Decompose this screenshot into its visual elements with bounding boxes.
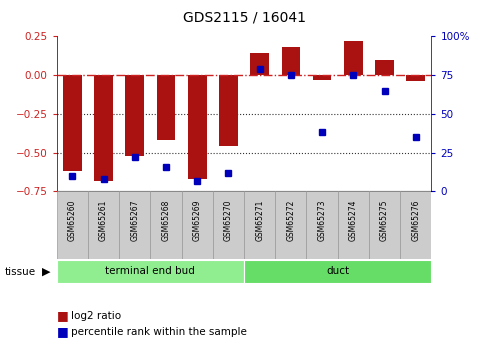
Bar [244, 260, 431, 283]
Text: ■: ■ [57, 309, 69, 322]
Text: GSM65261: GSM65261 [99, 199, 108, 241]
Text: GSM65276: GSM65276 [411, 199, 420, 241]
Bar [88, 191, 119, 259]
Text: GSM65270: GSM65270 [224, 199, 233, 241]
Text: GSM65269: GSM65269 [193, 199, 202, 241]
Bar [275, 191, 307, 259]
Bar [157, 75, 176, 140]
Bar [406, 75, 425, 81]
Text: GSM65268: GSM65268 [162, 199, 171, 241]
Bar [63, 75, 82, 171]
Bar [307, 191, 338, 259]
Bar [57, 260, 244, 283]
Bar [213, 191, 244, 259]
Bar [244, 191, 275, 259]
Text: log2 ratio: log2 ratio [71, 311, 122, 321]
Bar [57, 191, 88, 259]
Bar [313, 75, 331, 80]
Bar [119, 191, 150, 259]
Bar [188, 75, 207, 179]
Text: GSM65272: GSM65272 [286, 199, 295, 241]
Bar [344, 41, 363, 75]
Bar [125, 75, 144, 156]
Bar [338, 191, 369, 259]
Text: GSM65260: GSM65260 [68, 199, 77, 241]
Text: GDS2115 / 16041: GDS2115 / 16041 [182, 10, 306, 24]
Text: GSM65267: GSM65267 [130, 199, 139, 241]
Bar [219, 75, 238, 146]
Text: duct: duct [326, 266, 349, 276]
Text: tissue: tissue [5, 267, 36, 277]
Bar [181, 191, 213, 259]
Bar [369, 191, 400, 259]
Bar [150, 191, 181, 259]
Bar [94, 75, 113, 181]
Bar [400, 191, 431, 259]
Text: GSM65274: GSM65274 [349, 199, 358, 241]
Bar [250, 53, 269, 75]
Text: percentile rank within the sample: percentile rank within the sample [71, 327, 247, 337]
Text: GSM65271: GSM65271 [255, 199, 264, 241]
Bar [375, 59, 394, 75]
Text: ■: ■ [57, 325, 69, 338]
Text: terminal end bud: terminal end bud [106, 266, 195, 276]
Text: GSM65273: GSM65273 [317, 199, 326, 241]
Text: GSM65275: GSM65275 [380, 199, 389, 241]
Bar [282, 47, 300, 75]
Text: ▶: ▶ [42, 267, 50, 277]
